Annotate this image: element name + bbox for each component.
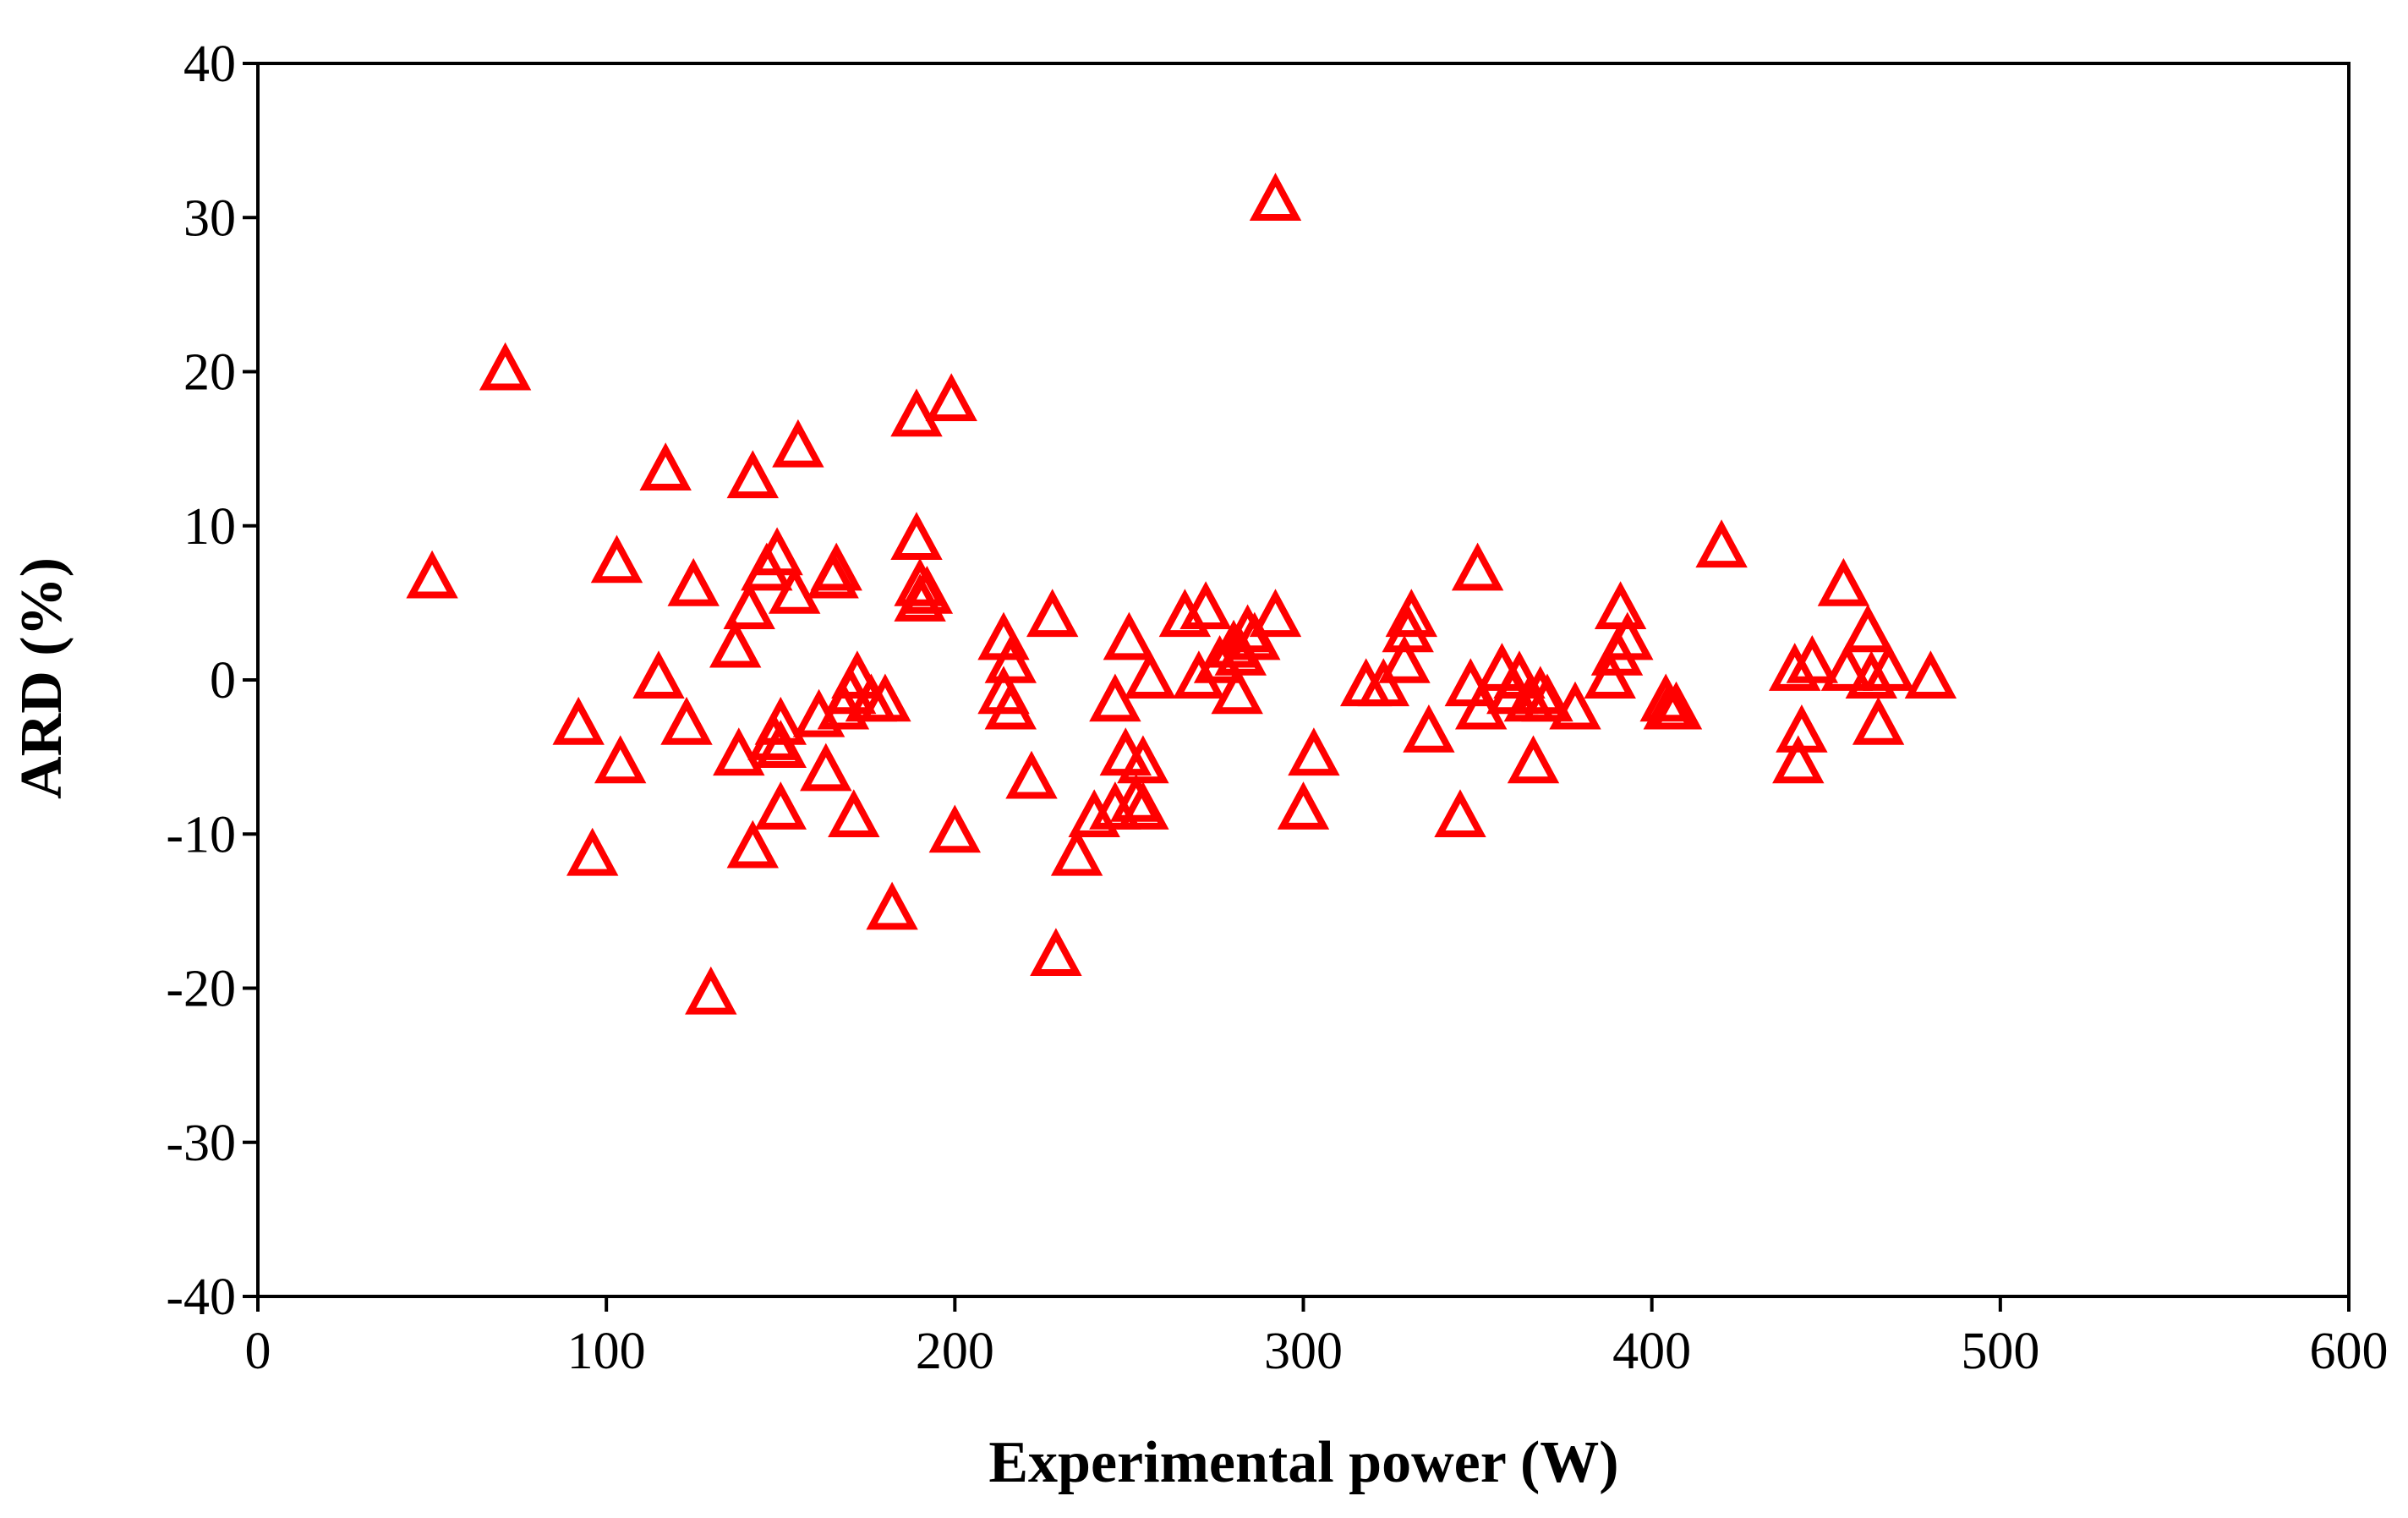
data-point [890,512,943,560]
x-tick-label: 0 [245,1323,271,1380]
data-point [1904,650,1957,699]
y-tick-label: -30 [166,1115,236,1172]
data-point [1852,696,1905,745]
data-point [1103,611,1156,660]
x-tick-label: 300 [1264,1323,1343,1380]
data-point [984,634,1037,683]
data-point [925,373,977,421]
data-point [713,727,765,776]
data-point [1117,735,1169,784]
data-point [406,550,458,599]
data-point [1521,673,1573,722]
data-point [754,781,807,830]
data-point [772,419,824,468]
data-point [1050,827,1103,876]
data-point [479,342,532,391]
data-point [1601,611,1654,660]
data-point [1385,589,1438,638]
y-axis-title: ARD (%) [9,557,74,799]
data-point [1842,604,1894,653]
data-point [639,442,692,490]
data-point [1249,589,1302,638]
data-point [1089,673,1141,722]
data-point [984,681,1037,730]
data-point [810,542,862,591]
data-point [1817,557,1870,606]
data-point [831,650,884,699]
data-point [1117,781,1169,830]
plot-frame [256,62,2351,1298]
data-point [900,565,954,614]
y-tick-label: 10 [183,498,236,556]
x-tick-label: 200 [916,1323,994,1380]
data-point [754,720,807,768]
data-point [660,696,713,745]
data-point [866,881,918,930]
data-point [1005,750,1058,799]
data-point [1786,634,1839,683]
data-point [1229,611,1281,660]
data-point [566,827,619,876]
data-point [768,565,821,614]
x-tick-label: 500 [1961,1323,2039,1380]
data-point [1211,666,1263,715]
data-point [709,619,762,668]
data-point [1507,735,1560,784]
x-tick-label: 600 [2310,1323,2389,1380]
data-point [726,450,780,499]
data-point [1403,704,1455,753]
data-point [1288,727,1340,776]
y-tick-label: 30 [183,189,236,247]
data-point [590,534,643,584]
data-point [1820,643,1874,691]
axis-labels: Experimental power (W) ARD (%) [9,557,1619,1495]
data-point [723,581,775,629]
x-axis-title: Experimental power (W) [988,1430,1618,1495]
y-tick-label: 20 [183,344,236,402]
data-point [1594,581,1647,629]
y-tick-label: -20 [166,961,236,1018]
data-point [1768,643,1821,691]
data-point [1030,928,1082,976]
data-point [1026,589,1079,638]
data-point [1179,581,1232,629]
data-point [1277,781,1330,830]
data-point [1650,681,1703,730]
data-point [1863,643,1915,691]
data-point [1584,650,1636,699]
y-tick-label: -10 [166,806,236,863]
data-point [754,696,807,745]
data-point [685,966,737,1015]
data-point [1772,735,1825,784]
data-point [1357,658,1410,707]
data-point [1451,542,1504,591]
data-point [726,819,780,869]
data-point [928,804,982,853]
data-point [632,650,685,699]
data-point [1378,634,1431,683]
x-tick-label: 100 [567,1323,646,1380]
data-point [1124,650,1176,699]
data-point [800,743,852,792]
data-point [552,696,605,745]
data-point [1776,704,1828,753]
data-point [751,527,803,576]
data-markers [406,173,1957,1015]
y-tick-label: 0 [210,652,236,710]
y-tick-label: 40 [183,36,236,93]
data-point [1695,519,1748,568]
data-point [859,673,911,722]
data-point [890,388,943,437]
data-point [1249,173,1302,221]
y-tick-label: -40 [166,1269,236,1326]
data-point [828,789,880,837]
data-point [1434,789,1486,837]
data-point [667,557,720,606]
data-point [1549,681,1601,730]
x-tick-label: 400 [1612,1323,1691,1380]
data-point [1845,650,1898,699]
data-point [594,735,647,784]
